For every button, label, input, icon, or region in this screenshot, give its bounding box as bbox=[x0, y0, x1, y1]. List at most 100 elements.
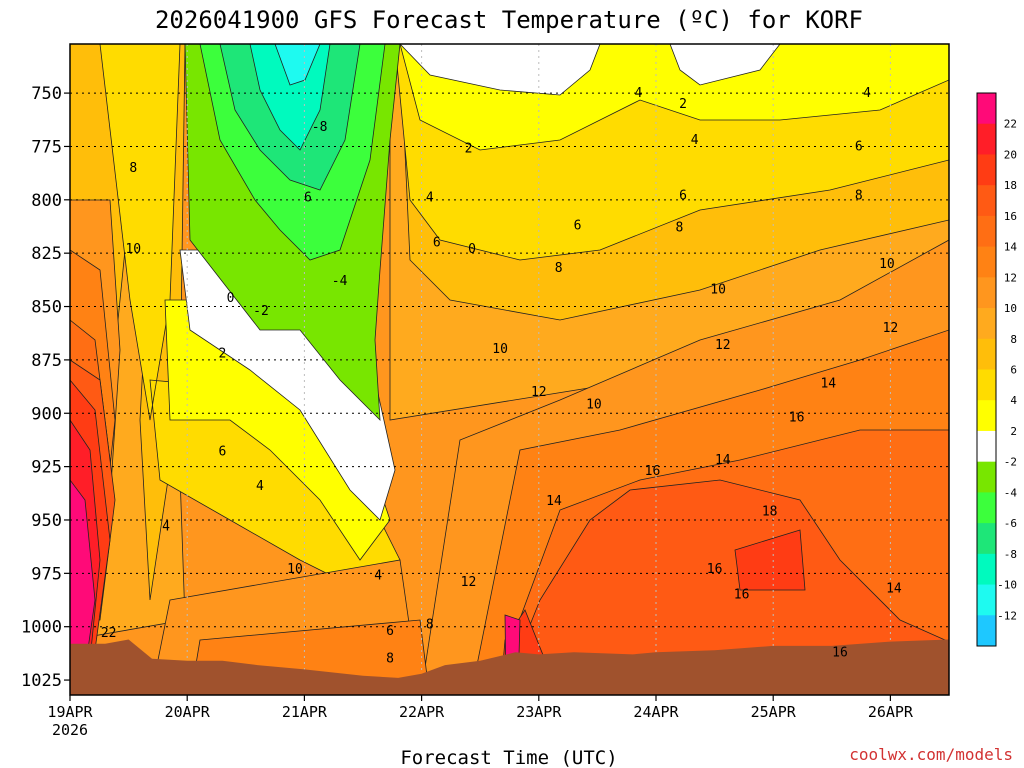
colorbar-swatch bbox=[977, 400, 996, 432]
contour-label: 16 bbox=[734, 588, 750, 603]
chart-title: 2026041900 GFS Forecast Temperature (ºC)… bbox=[155, 6, 863, 34]
colorbar-label: 12 bbox=[1004, 271, 1017, 284]
colorbar-label: -8 bbox=[1004, 548, 1017, 561]
contour-label: -8 bbox=[312, 120, 328, 135]
contour-label: 2 bbox=[465, 142, 473, 157]
contour-label: 6 bbox=[855, 140, 863, 155]
y-tick-label: 1000 bbox=[21, 618, 62, 638]
plot-area: 8 10 22 -8 6 -4 0 0 -2 2 6 4 4 10 4 6 8 8 2 4 6 12 10 12 14 10 8 6 4… bbox=[70, 44, 949, 695]
contour-label: 6 bbox=[218, 445, 226, 460]
contour-label: 4 bbox=[634, 86, 642, 101]
contour-label: 0 bbox=[468, 242, 476, 257]
contour-label: 10 bbox=[879, 257, 895, 272]
colorbar-label: -6 bbox=[1004, 517, 1017, 530]
contour-label: 16 bbox=[707, 562, 723, 577]
y-tick-label: 800 bbox=[31, 191, 62, 211]
colorbar-swatch bbox=[977, 584, 996, 616]
contour-label: 10 bbox=[586, 398, 602, 413]
colorbar-swatch bbox=[977, 461, 996, 493]
x-tick-label: 23APR bbox=[516, 703, 562, 721]
contour-label: 14 bbox=[820, 376, 836, 391]
contour-label: 12 bbox=[531, 385, 547, 400]
y-tick-label: 850 bbox=[31, 298, 62, 318]
contour-label: 4 bbox=[256, 479, 264, 494]
contour-label: 4 bbox=[863, 86, 871, 101]
x-tick-label: 22APR bbox=[399, 703, 445, 721]
colorbar-label: 22 bbox=[1004, 118, 1017, 131]
colorbar: 22 20 18 16 14 12 10 8 6 4 2 -2 -4 -6 -8 -10 -12 bbox=[976, 92, 1018, 647]
contour-label: 8 bbox=[855, 189, 863, 204]
colorbar-label: -12 bbox=[997, 609, 1017, 622]
colorbar-label: 8 bbox=[1010, 333, 1017, 346]
x-tick-label: 25APR bbox=[751, 703, 797, 721]
contour-label: 14 bbox=[715, 453, 731, 468]
colorbar-swatch bbox=[977, 523, 996, 555]
contour-label: 14 bbox=[886, 581, 902, 596]
contour-label: -2 bbox=[253, 304, 269, 319]
y-tick-label: 825 bbox=[31, 244, 62, 264]
contour-label: -4 bbox=[332, 274, 348, 289]
colorbar-label: 18 bbox=[1004, 179, 1017, 192]
x-tick-label: 24APR bbox=[633, 703, 679, 721]
colorbar-swatch bbox=[977, 369, 996, 401]
colorbar-swatch bbox=[977, 308, 996, 340]
contour-label: 6 bbox=[433, 236, 441, 251]
colorbar-label: 2 bbox=[1010, 425, 1017, 438]
contour-label: 8 bbox=[129, 161, 137, 176]
contour-label: 10 bbox=[125, 242, 141, 257]
plot-frame bbox=[69, 43, 950, 696]
contour-label: 0 bbox=[227, 291, 235, 306]
colorbar-swatch bbox=[977, 553, 996, 586]
band-m8-m10 bbox=[274, 44, 321, 86]
contour-label: 2 bbox=[218, 347, 226, 362]
contour-label: 16 bbox=[832, 645, 848, 660]
colorbar-label: 4 bbox=[1010, 394, 1017, 407]
contour-label: 12 bbox=[883, 321, 899, 336]
contour-label: 16 bbox=[789, 411, 805, 426]
contour-label: 4 bbox=[426, 191, 434, 206]
x-tick-label: 21APR bbox=[282, 703, 328, 721]
colorbar-label: -2 bbox=[1004, 456, 1017, 469]
colorbar-swatch bbox=[977, 615, 996, 647]
y-tick-label: 1025 bbox=[21, 671, 62, 691]
colorbar-swatch bbox=[977, 246, 996, 278]
y-tick-label: 925 bbox=[31, 458, 62, 478]
colorbar-label: 20 bbox=[1004, 148, 1017, 161]
contour-label: 2 bbox=[679, 97, 687, 112]
colorbar-swatch bbox=[977, 277, 996, 309]
y-tick-label: 750 bbox=[31, 84, 62, 104]
y-tick-label: 875 bbox=[31, 351, 62, 371]
y-tick-label: 950 bbox=[31, 511, 62, 531]
credit-text: coolwx.com/models bbox=[849, 745, 1013, 764]
contour-label: 8 bbox=[555, 261, 563, 276]
contour-label: 10 bbox=[492, 342, 508, 357]
contour-label: 12 bbox=[715, 338, 731, 353]
contour-label: 14 bbox=[546, 494, 562, 509]
colorbar-swatch bbox=[977, 215, 996, 248]
colorbar-label: 10 bbox=[1004, 302, 1017, 315]
contour-label: 8 bbox=[675, 221, 683, 236]
colorbar-swatch bbox=[977, 185, 996, 217]
contour-label: 4 bbox=[691, 133, 699, 148]
contour-label: 6 bbox=[574, 218, 582, 233]
contour-label: 18 bbox=[762, 504, 778, 519]
contour-label: 6 bbox=[304, 191, 312, 206]
contour-label: 12 bbox=[461, 575, 477, 590]
x-tick-label: 20APR bbox=[165, 703, 211, 721]
contour-label: 8 bbox=[426, 618, 434, 633]
contour-label: 6 bbox=[386, 624, 394, 639]
colorbar-label: 16 bbox=[1004, 210, 1017, 223]
contour-label: 16 bbox=[645, 464, 661, 479]
x-tick-label: 26APR bbox=[868, 703, 914, 721]
colorbar-label: 14 bbox=[1004, 241, 1018, 254]
x-tick-sublabel: 2026 bbox=[52, 721, 88, 739]
colorbar-swatch bbox=[977, 93, 996, 125]
contour-label: 6 bbox=[679, 189, 687, 204]
colorbar-label: -10 bbox=[997, 579, 1017, 592]
x-axis-label: Forecast Time (UTC) bbox=[400, 747, 617, 768]
colorbar-label: 6 bbox=[1010, 364, 1017, 377]
colorbar-swatch bbox=[977, 123, 996, 155]
contour-label: 8 bbox=[386, 652, 394, 667]
colorbar-swatch bbox=[977, 430, 996, 463]
